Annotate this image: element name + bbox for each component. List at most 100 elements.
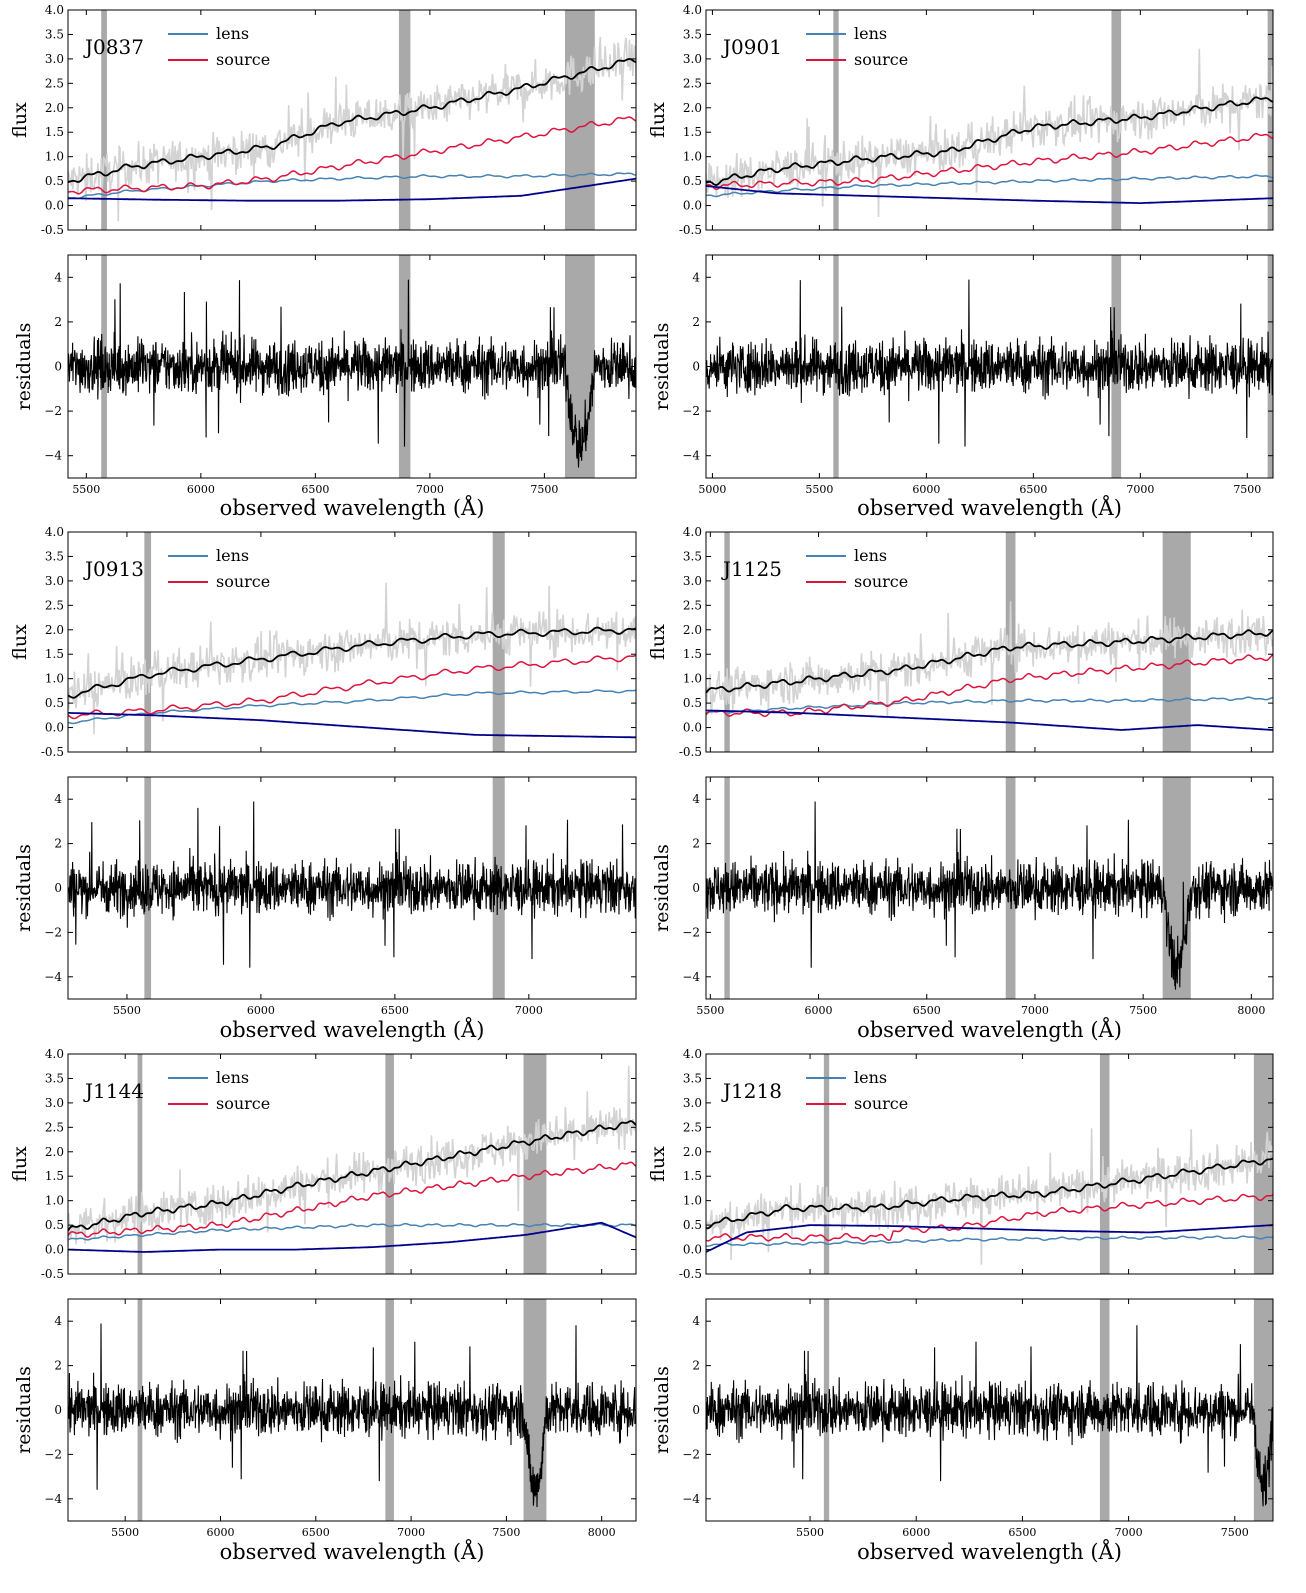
residuals-plot-J1125 (706, 777, 1273, 999)
flux-ytick-label: 2.0 (45, 1145, 64, 1159)
mask-band (565, 10, 595, 230)
mask-band (385, 1054, 394, 1274)
flux-axes-frame (705, 531, 1274, 753)
residuals-ytick-label: 0 (54, 1403, 62, 1417)
xtick-label: 6000 (247, 1004, 275, 1017)
model-line (68, 58, 636, 184)
flux-axis-label: flux (9, 624, 31, 660)
residuals-ytick-label: 0 (692, 1403, 700, 1417)
flux-ytick-label: 1.0 (683, 150, 702, 164)
xtick-label: 6000 (912, 483, 940, 496)
flux-ytick-label: 4.0 (45, 3, 64, 17)
lens-line (68, 689, 636, 725)
xtick-label: 8000 (588, 1526, 616, 1539)
residuals-plot-J1218 (706, 1299, 1273, 1521)
xtick-label: 6000 (206, 1526, 234, 1539)
flux-ytick-label: 0.0 (683, 1243, 702, 1257)
mask-band (137, 1054, 143, 1274)
residuals-ytick-label: 0 (54, 360, 62, 374)
xtick-label: 6500 (381, 1004, 409, 1017)
flux-ytick-label: 2.0 (683, 101, 702, 115)
model-line (706, 1157, 1273, 1230)
residuals-ytick-label: 2 (692, 837, 700, 851)
residuals-axis-label: residuals (13, 323, 35, 411)
flux-ytick-label: 2.0 (45, 101, 64, 115)
residuals-ytick-label: −4 (682, 449, 700, 463)
x-axis-label: observed wavelength (Å) (857, 495, 1122, 520)
xtick-label: 6500 (913, 1004, 941, 1017)
xtick-label: 7500 (1233, 483, 1261, 496)
legend-source-label: source (216, 572, 270, 591)
object-name: J0901 (721, 35, 782, 59)
legend-lens-label: lens (854, 546, 887, 565)
residuals-axis-label: residuals (651, 323, 673, 411)
flux-ytick-label: 4.0 (45, 1047, 64, 1061)
flux-axis-label: flux (647, 1146, 669, 1182)
flux-axis-label: flux (647, 102, 669, 138)
xtick-label: 7500 (492, 1526, 520, 1539)
flux-ytick-label: 4.0 (683, 1047, 702, 1061)
flux-ytick-label: 3.5 (45, 549, 64, 563)
residuals-line (706, 1325, 1273, 1507)
xtick-label: 6500 (1008, 1526, 1036, 1539)
flux-ytick-label: 2.5 (683, 1120, 702, 1134)
mask-band (1267, 10, 1273, 230)
flux-axes-frame (705, 1053, 1274, 1275)
source-line (68, 116, 636, 195)
flux-ytick-label: 0.0 (45, 721, 64, 735)
object-name: J1125 (721, 557, 782, 581)
flux-ytick-label: 1.5 (45, 125, 64, 139)
source-line (706, 654, 1273, 718)
xtick-label: 5500 (805, 483, 833, 496)
xtick-label: 5000 (698, 483, 726, 496)
mask-band (101, 10, 107, 230)
residuals-ytick-label: −4 (682, 970, 700, 984)
mask-band (1253, 1054, 1273, 1274)
residuals-ytick-label: −2 (682, 925, 700, 939)
flux-ytick-label: 3.0 (45, 1096, 64, 1110)
flux-ytick-label: 0.5 (45, 696, 64, 710)
observed-spectrum (706, 48, 1273, 218)
legend-source-label: source (216, 1094, 270, 1113)
legend-lens-label: lens (216, 24, 249, 43)
legend-source-label: source (854, 572, 908, 591)
xtick-label: 7000 (416, 483, 444, 496)
flux-axes-frame (705, 9, 1274, 231)
lens-line (68, 1222, 636, 1241)
xtick-label: 7500 (530, 483, 558, 496)
flux-plot-J0913 (68, 532, 636, 752)
object-name: J1218 (721, 1079, 782, 1103)
flux-ytick-label: 1.0 (45, 672, 64, 686)
xtick-label: 6000 (187, 483, 215, 496)
model-line (68, 626, 636, 699)
residuals-ytick-label: −4 (44, 1492, 62, 1506)
x-axis-label: observed wavelength (Å) (220, 1017, 485, 1042)
residuals-plot-J0837 (68, 255, 636, 478)
lens-line (68, 172, 636, 200)
mask-band (1099, 1054, 1110, 1274)
residuals-axis-label: residuals (13, 844, 35, 932)
flux-ytick-label: 3.5 (683, 27, 702, 41)
polynomial-line (68, 177, 636, 202)
xtick-label: 7500 (1129, 1004, 1157, 1017)
flux-plot-J0901 (706, 10, 1273, 230)
flux-ytick-label: 2.0 (45, 623, 64, 637)
residuals-ytick-label: 2 (54, 315, 62, 329)
flux-ytick-label: -0.5 (41, 745, 64, 759)
source-line (706, 1193, 1273, 1242)
xtick-label: 8000 (1237, 1004, 1265, 1017)
residuals-plot-J0913 (68, 777, 636, 999)
legend-lens-label: lens (216, 1068, 249, 1087)
flux-axis-label: flux (9, 102, 31, 138)
residuals-plot-J1144 (68, 1299, 636, 1521)
flux-ytick-label: 3.0 (683, 574, 702, 588)
mask-band (724, 532, 730, 752)
panel-J0901: -0.5 0.0 0.5 1.0 1.5 2.0 2.5 3.0 3.5 4.0 flux J0901… (647, 3, 1274, 520)
legend-source-label: source (854, 1094, 908, 1113)
flux-ytick-label: 3.5 (683, 1071, 702, 1085)
flux-plot-J1144 (68, 1054, 636, 1274)
xtick-label: 7000 (397, 1526, 425, 1539)
flux-ytick-label: -0.5 (41, 223, 64, 237)
panel-J0837: -0.5 0.0 0.5 1.0 1.5 2.0 2.5 3.0 3.5 4.0 flux J0837… (9, 3, 637, 520)
xtick-label: 7000 (1021, 1004, 1049, 1017)
